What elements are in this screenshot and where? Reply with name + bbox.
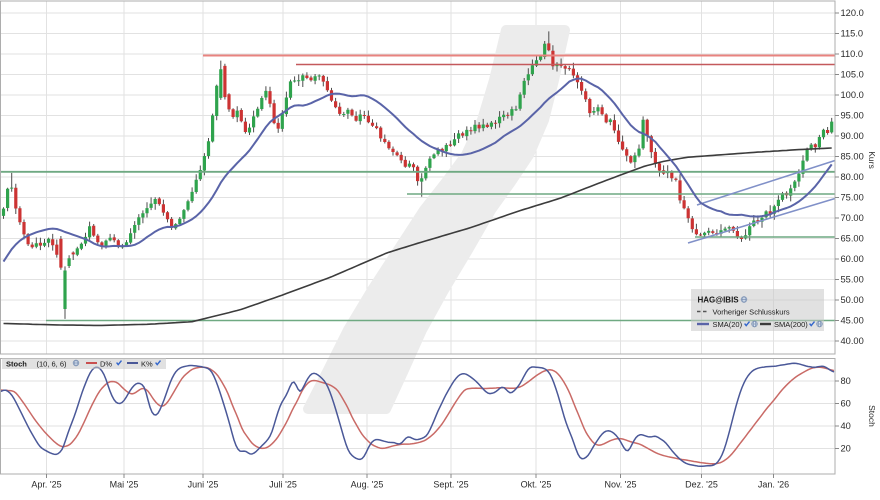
svg-text:105.0: 105.0 [841, 69, 864, 79]
svg-text:Aug. '25: Aug. '25 [351, 480, 384, 490]
svg-text:Okt. '25: Okt. '25 [521, 480, 552, 490]
svg-text:D%: D% [100, 360, 112, 369]
svg-text:90.00: 90.00 [841, 131, 864, 141]
svg-text:(10, 6, 6): (10, 6, 6) [37, 360, 68, 369]
svg-text:45.00: 45.00 [841, 315, 864, 325]
svg-text:K%: K% [141, 360, 153, 369]
svg-text:80: 80 [841, 376, 851, 386]
svg-text:SMA(200): SMA(200) [774, 320, 808, 329]
svg-text:55.00: 55.00 [841, 274, 864, 284]
svg-text:Mai '25: Mai '25 [110, 480, 139, 490]
svg-text:110.0: 110.0 [841, 49, 864, 59]
svg-text:Jan. '26: Jan. '26 [758, 480, 789, 490]
svg-text:115.0: 115.0 [841, 28, 864, 38]
svg-text:Vorheriger Schlusskurs: Vorheriger Schlusskurs [713, 308, 790, 317]
svg-text:65.00: 65.00 [841, 233, 864, 243]
svg-text:Kurs: Kurs [867, 151, 877, 168]
svg-text:80.00: 80.00 [841, 172, 864, 182]
svg-text:SMA(20): SMA(20) [713, 320, 743, 329]
svg-text:Dez. '25: Dez. '25 [685, 480, 718, 490]
svg-text:60: 60 [841, 398, 851, 408]
svg-text:70.00: 70.00 [841, 213, 864, 223]
svg-text:Juli '25: Juli '25 [269, 480, 297, 490]
svg-text:Sept. '25: Sept. '25 [433, 480, 468, 490]
svg-text:Stoch: Stoch [867, 405, 877, 427]
svg-text:Stoch: Stoch [6, 360, 27, 369]
svg-text:60.00: 60.00 [841, 254, 864, 264]
svg-text:40: 40 [841, 421, 851, 431]
svg-text:50.00: 50.00 [841, 295, 864, 305]
svg-text:Nov. '25: Nov. '25 [604, 480, 636, 490]
svg-text:85.00: 85.00 [841, 151, 864, 161]
svg-text:95.00: 95.00 [841, 110, 864, 120]
svg-text:20: 20 [841, 443, 851, 453]
svg-text:100.0: 100.0 [841, 90, 864, 100]
svg-text:75.00: 75.00 [841, 192, 864, 202]
svg-text:120.0: 120.0 [841, 8, 864, 18]
svg-text:40.00: 40.00 [841, 336, 864, 346]
svg-text:Juni '25: Juni '25 [188, 480, 219, 490]
svg-text:Apr. '25: Apr. '25 [31, 480, 61, 490]
svg-text:HAG@IBIS: HAG@IBIS [698, 296, 740, 305]
